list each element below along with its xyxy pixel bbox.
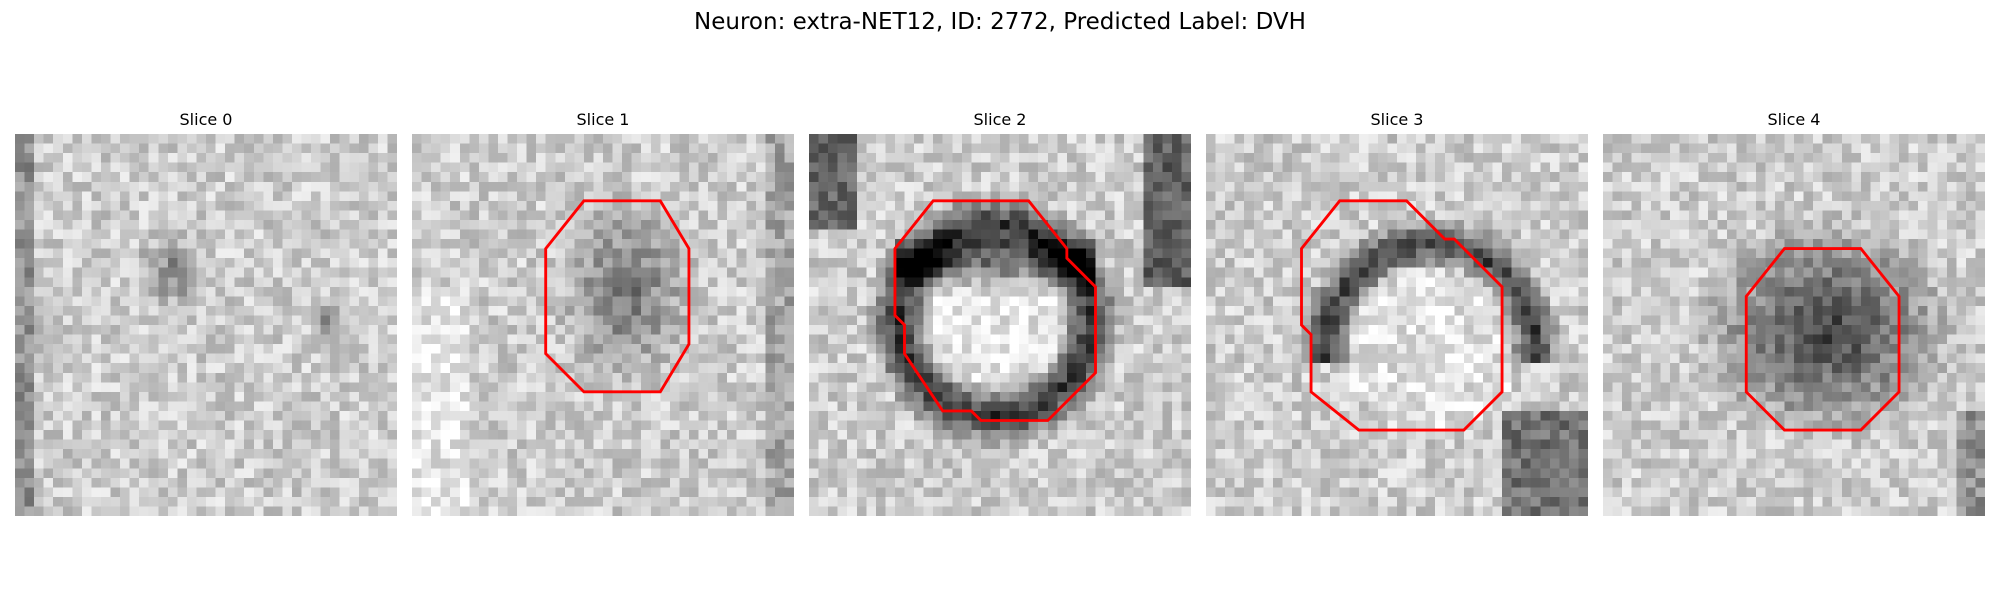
cell-contour-outline <box>1300 199 1504 432</box>
slice-panel-1: Slice 1 <box>412 108 794 516</box>
cell-contour-outline <box>1744 247 1901 432</box>
slice-panel-0: Slice 0 <box>15 108 397 516</box>
slice-image <box>15 134 397 516</box>
slice-title: Slice 4 <box>1767 110 1821 129</box>
cell-contour-outline <box>893 199 1097 422</box>
slice-title: Slice 1 <box>576 110 630 129</box>
slice-title: Slice 0 <box>179 110 233 129</box>
figure-title: Neuron: extra-NET12, ID: 2772, Predicted… <box>694 9 1306 35</box>
slice-panel-4: Slice 4 <box>1603 108 1985 516</box>
slice-title: Slice 2 <box>973 110 1027 129</box>
slice-image <box>412 134 794 516</box>
slice-panel-2: Slice 2 <box>809 108 1191 516</box>
slice-title: Slice 3 <box>1370 110 1424 129</box>
slice-image <box>1206 134 1588 516</box>
slice-image <box>809 134 1191 516</box>
slice-panel-3: Slice 3 <box>1206 108 1588 516</box>
cell-contour-outline <box>544 199 691 394</box>
slice-image <box>1603 134 1985 516</box>
